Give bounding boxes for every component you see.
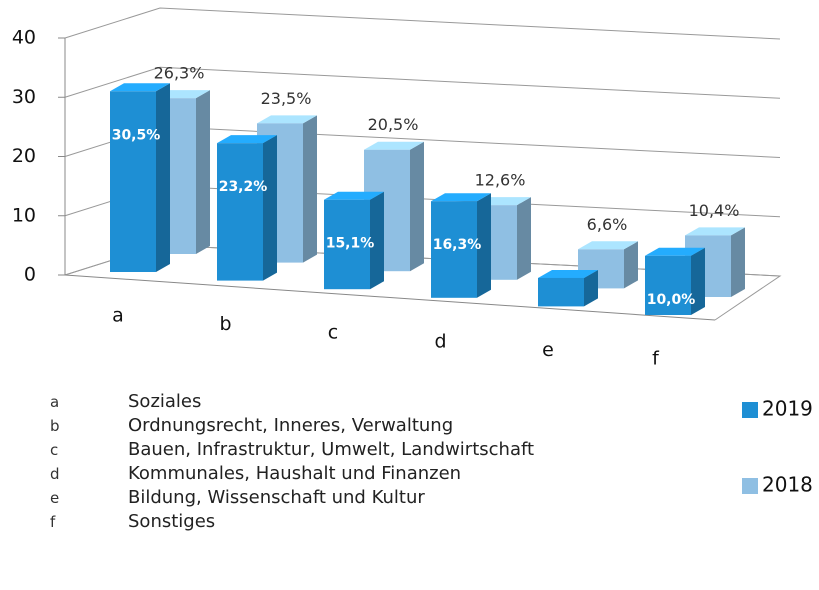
legend-swatch <box>742 402 758 418</box>
key-letter: f <box>50 513 56 531</box>
key-letter: e <box>50 489 60 507</box>
y-tick-label: 10 <box>12 204 36 226</box>
y-tick-label: 30 <box>12 86 36 108</box>
value-label: 26,3% <box>154 64 205 83</box>
y-tick-label: 0 <box>24 264 36 286</box>
y-tick-label: 20 <box>12 145 36 167</box>
key-description: Ordnungsrecht, Inneres, Verwaltung <box>128 415 454 436</box>
key-letter: b <box>50 417 60 435</box>
bar-top <box>578 241 638 250</box>
legend-label: 2018 <box>762 473 813 497</box>
value-label: 20,5% <box>368 115 419 134</box>
key-description: Bildung, Wissenschaft und Kultur <box>128 487 425 508</box>
bar-side <box>370 191 384 290</box>
key-row: f Sonstiges <box>50 510 570 534</box>
bar-group <box>645 247 705 315</box>
key-description: Sonstiges <box>128 511 216 532</box>
x-tick-label: c <box>328 322 338 344</box>
bar-top <box>431 193 491 202</box>
bar-top <box>324 191 384 200</box>
bar <box>110 91 156 272</box>
bar-side <box>410 141 424 272</box>
bar-top <box>538 269 598 278</box>
x-tick-label: d <box>434 330 446 352</box>
value-label: 30,5% <box>112 127 161 143</box>
bar <box>645 255 691 315</box>
bar-side <box>691 247 705 315</box>
value-label: 23,5% <box>261 89 312 108</box>
key-description: Soziales <box>128 391 202 412</box>
x-axis <box>64 274 716 321</box>
bar-side <box>196 90 210 254</box>
bar <box>217 143 263 281</box>
bar-group <box>217 135 277 281</box>
bar-side <box>263 135 277 281</box>
bar-group <box>538 269 598 307</box>
value-label: 6,6% <box>587 215 628 234</box>
bar-group <box>324 191 384 290</box>
key-letter: d <box>50 465 60 483</box>
bar-side <box>477 193 491 298</box>
key-row: d Kommunales, Haushalt und Finanzen <box>50 462 570 486</box>
legend-swatch <box>742 478 758 494</box>
bar-side <box>624 241 638 289</box>
key-row: e Bildung, Wissenschaft und Kultur <box>50 486 570 510</box>
bar-side <box>156 83 170 272</box>
key-row: a Soziales <box>50 390 570 414</box>
bar <box>431 201 477 298</box>
bar-side <box>731 227 745 297</box>
legend-label: 2019 <box>762 397 813 421</box>
category-key: a Soziales b Ordnungsrecht, Inneres, Verwal… <box>50 390 570 534</box>
bar-top <box>110 83 170 92</box>
bar <box>538 277 584 307</box>
bar-top <box>685 227 745 236</box>
value-label: 15,1% <box>326 236 375 252</box>
key-letter: c <box>50 441 59 459</box>
bar-top <box>217 135 277 144</box>
bar-top <box>645 247 705 256</box>
value-label: 10,4% <box>689 201 740 220</box>
key-row: b Ordnungsrecht, Inneres, Verwaltung <box>50 414 570 438</box>
value-label: 10,0% <box>647 292 696 308</box>
bar-top <box>257 115 317 124</box>
value-label: 4,8% <box>545 314 584 330</box>
x-tick-label: a <box>112 305 124 327</box>
bar-side <box>584 269 598 307</box>
key-description: Bauen, Infrastruktur, Umwelt, Landwirtsc… <box>128 439 535 460</box>
value-label: 23,2% <box>219 179 268 195</box>
grid-line <box>64 66 781 99</box>
key-description: Kommunales, Haushalt und Finanzen <box>128 463 462 484</box>
bar-top <box>364 141 424 150</box>
bar <box>324 199 370 290</box>
key-letter: a <box>50 393 60 411</box>
value-label: 16,3% <box>433 237 482 253</box>
bar-group <box>431 193 491 298</box>
bar-group <box>110 83 170 272</box>
y-tick-label: 40 <box>12 27 36 49</box>
x-tick-label: b <box>219 313 231 335</box>
grid-line <box>64 7 781 40</box>
key-row: c Bauen, Infrastruktur, Umwelt, Landwirts… <box>50 438 570 462</box>
bar-side <box>303 115 317 263</box>
value-label: 12,6% <box>475 171 526 190</box>
x-tick-label: e <box>542 339 554 361</box>
x-tick-label: f <box>652 348 660 370</box>
bar-side <box>517 197 531 280</box>
